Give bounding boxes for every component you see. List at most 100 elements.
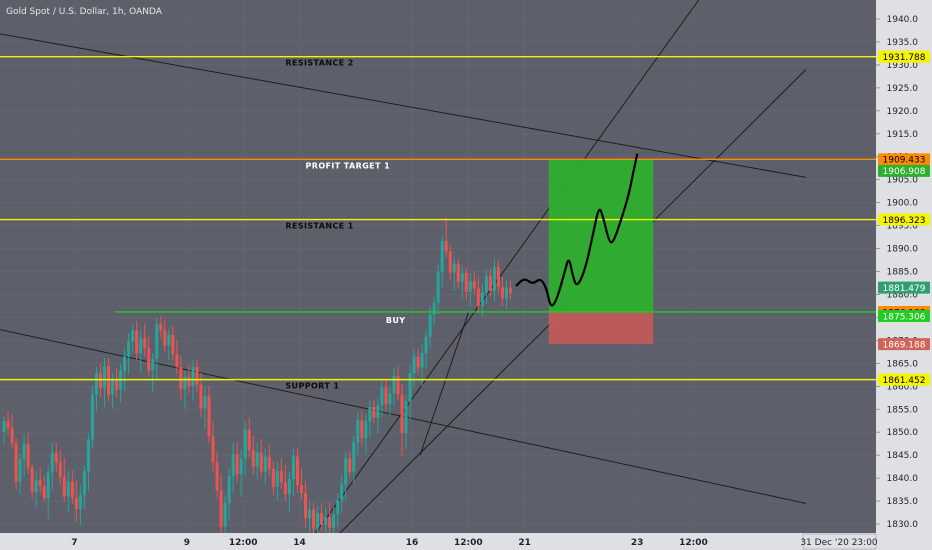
price-axis-tick-label: 1830.0 — [887, 520, 919, 530]
candle-body — [38, 479, 42, 486]
candle-body — [291, 456, 295, 480]
annotation-resistance-2: RESISTANCE 2 — [285, 59, 353, 68]
candle-body — [179, 367, 183, 390]
price-axis-tick-label: 1900.0 — [887, 199, 919, 209]
candle-body — [328, 517, 332, 528]
candle-body — [496, 266, 500, 288]
candle-body — [320, 513, 324, 525]
candle-body — [432, 302, 436, 315]
time-axis-tick-label: 12:00 — [229, 538, 258, 548]
candle-body — [472, 281, 476, 289]
price-label-badge: 1909.433 — [878, 153, 930, 166]
candle-body — [171, 334, 175, 355]
candle-body — [58, 462, 62, 478]
candle-body — [492, 266, 496, 291]
price-label-badge: 1875.306 — [878, 310, 930, 322]
price-axis-tick-label: 1850.0 — [887, 428, 919, 438]
candle-body — [235, 454, 239, 475]
candle-body — [54, 452, 58, 463]
position-zone-layer — [548, 159, 654, 345]
candle-body — [456, 263, 460, 282]
price-label-text: 1869.188 — [883, 340, 926, 350]
price-label-badge: 1869.188 — [878, 338, 930, 350]
candle-body — [428, 314, 432, 337]
projection-layer — [515, 153, 639, 307]
price-label-bg — [878, 50, 930, 63]
candle-body — [167, 334, 171, 346]
price-label-badge: 1931.788 — [878, 50, 930, 63]
candle-body — [440, 241, 444, 272]
price-label-bg — [878, 281, 930, 294]
candle-body — [86, 439, 90, 472]
candle-body — [135, 330, 139, 354]
candle-body — [484, 275, 488, 293]
price-axis-tick-label: 1885.0 — [887, 268, 919, 278]
candle-body — [312, 509, 316, 529]
price-axis-tick-label: 1865.0 — [887, 359, 919, 369]
annotation-resistance-1: RESISTANCE 1 — [285, 222, 353, 231]
candle-body — [163, 330, 167, 346]
time-axis-background[interactable] — [0, 533, 876, 550]
candle-body — [448, 251, 452, 273]
time-axis-tick-label: 12:00 — [454, 538, 483, 548]
price-axis-tick-label: 1905.0 — [887, 176, 919, 186]
candle-body — [476, 288, 480, 306]
candle-body — [384, 387, 388, 405]
candle-body — [480, 292, 484, 306]
candle-body — [159, 324, 163, 331]
candle-body — [22, 444, 26, 460]
candle-body — [74, 497, 78, 509]
candle-body — [295, 456, 299, 486]
candle-body — [271, 468, 275, 487]
candle-body — [175, 354, 179, 368]
candle-body — [468, 281, 472, 292]
annotation-buy: BUY — [386, 316, 406, 325]
time-cursor-label: 31 Dec '20 23:00 — [800, 538, 878, 548]
price-axis-background[interactable] — [876, 0, 932, 550]
profit-zone — [548, 159, 654, 312]
price-axis-tick-label: 1940.0 — [887, 15, 919, 25]
candle-body — [62, 477, 66, 497]
candle-body — [505, 287, 509, 299]
price-label-text: 1909.433 — [883, 156, 926, 166]
candle-body — [420, 353, 424, 368]
candle-body — [287, 479, 291, 495]
price-axis-tick-label: 1845.0 — [887, 451, 919, 461]
candle-body — [94, 373, 98, 395]
candle-body — [372, 406, 376, 418]
candle-body — [30, 467, 34, 492]
candle-body — [436, 271, 440, 303]
price-label-text: 1931.788 — [883, 53, 926, 63]
trend-line-lower-descending — [0, 329, 807, 504]
time-axis-tick-label: 14 — [293, 538, 306, 548]
candle-body — [279, 470, 283, 483]
candle-body — [332, 514, 336, 528]
price-label-badge: 1896.323 — [878, 213, 930, 226]
price-label-text: 1875.306 — [883, 312, 926, 322]
candle-body — [316, 513, 320, 529]
candle-body — [308, 509, 312, 519]
candle-body — [344, 458, 348, 485]
candle-body — [324, 517, 328, 525]
candle-body — [2, 421, 6, 433]
candle-body — [396, 375, 400, 395]
price-label-bg — [878, 373, 930, 386]
candle-body — [380, 387, 384, 406]
candle-body — [348, 458, 352, 472]
time-axis-tick-label: 7 — [71, 538, 77, 548]
candle-body — [207, 396, 211, 437]
candle-body — [195, 366, 199, 385]
price-label-text: 1861.452 — [883, 376, 926, 386]
candle-body — [500, 287, 504, 299]
horizontal-levels-layer — [0, 56, 876, 381]
candle-body — [356, 420, 360, 443]
trend-line-steep-ascending — [315, 0, 700, 534]
price-axis-tick-label: 1860.0 — [887, 382, 919, 392]
candle-body — [66, 481, 70, 497]
price-axis-tick-label: 1855.0 — [887, 405, 919, 415]
candle-body — [388, 393, 392, 405]
candle-body — [227, 476, 231, 503]
candle-body — [143, 338, 147, 349]
candle-body — [247, 429, 251, 451]
